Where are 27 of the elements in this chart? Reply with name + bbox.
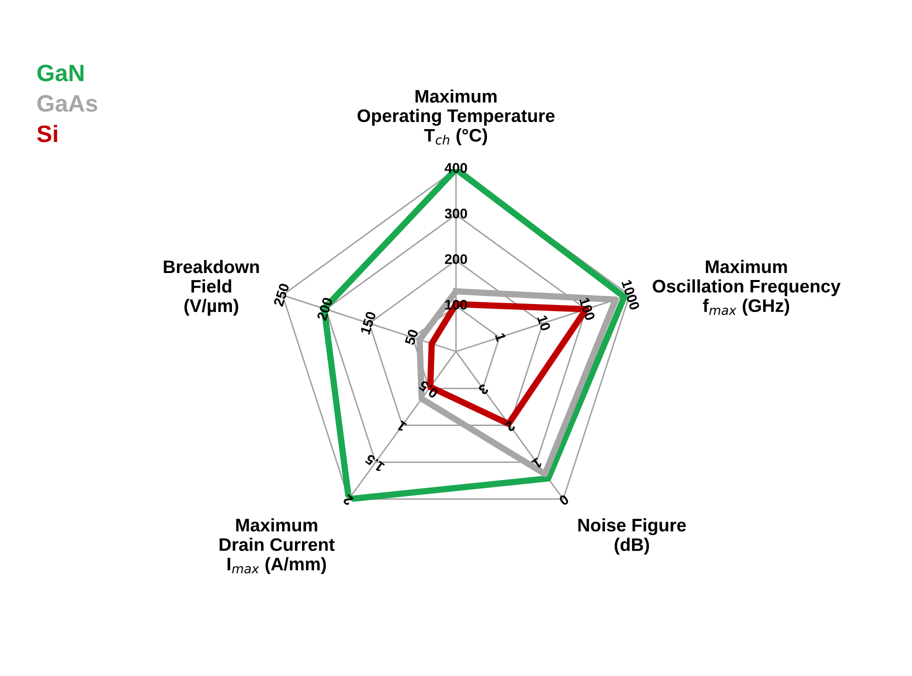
text: 300 bbox=[444, 208, 468, 218]
text: 1 bbox=[495, 332, 506, 342]
text: 250 bbox=[273, 282, 290, 307]
text: 10 bbox=[537, 314, 551, 332]
text: 1.5 bbox=[364, 454, 385, 472]
text: 1 bbox=[396, 420, 407, 432]
text: 400 bbox=[444, 163, 468, 173]
text: 2 bbox=[342, 494, 354, 506]
spoke-label: Maximum Oscillation Frequency f$_{max}$ (GHz) bbox=[652, 260, 841, 316]
text: 200 bbox=[444, 254, 468, 264]
text: 0.5 bbox=[418, 380, 439, 399]
text: 200 bbox=[316, 296, 333, 321]
text: GaAs bbox=[37, 95, 98, 112]
spoke-label: Breakdown Field (V/µm) bbox=[164, 260, 259, 316]
spoke-label: Maximum Drain Current I$_{max}$ (A/mm) bbox=[220, 518, 335, 574]
text: 50 bbox=[404, 328, 418, 346]
text: Si bbox=[37, 124, 58, 142]
text: GaN bbox=[37, 64, 84, 82]
text: 0 bbox=[558, 494, 570, 506]
spoke-label: Noise Figure (dB) bbox=[578, 518, 686, 555]
spoke-label: Maximum Operating Temperature T$_{ch}$ (°C) bbox=[358, 89, 555, 146]
text: 1000 bbox=[621, 279, 640, 310]
text: 2 bbox=[504, 420, 516, 432]
text: 1 bbox=[531, 458, 542, 470]
text: 100 bbox=[579, 297, 596, 321]
text: 150 bbox=[360, 310, 376, 335]
text: 3 bbox=[478, 383, 490, 396]
